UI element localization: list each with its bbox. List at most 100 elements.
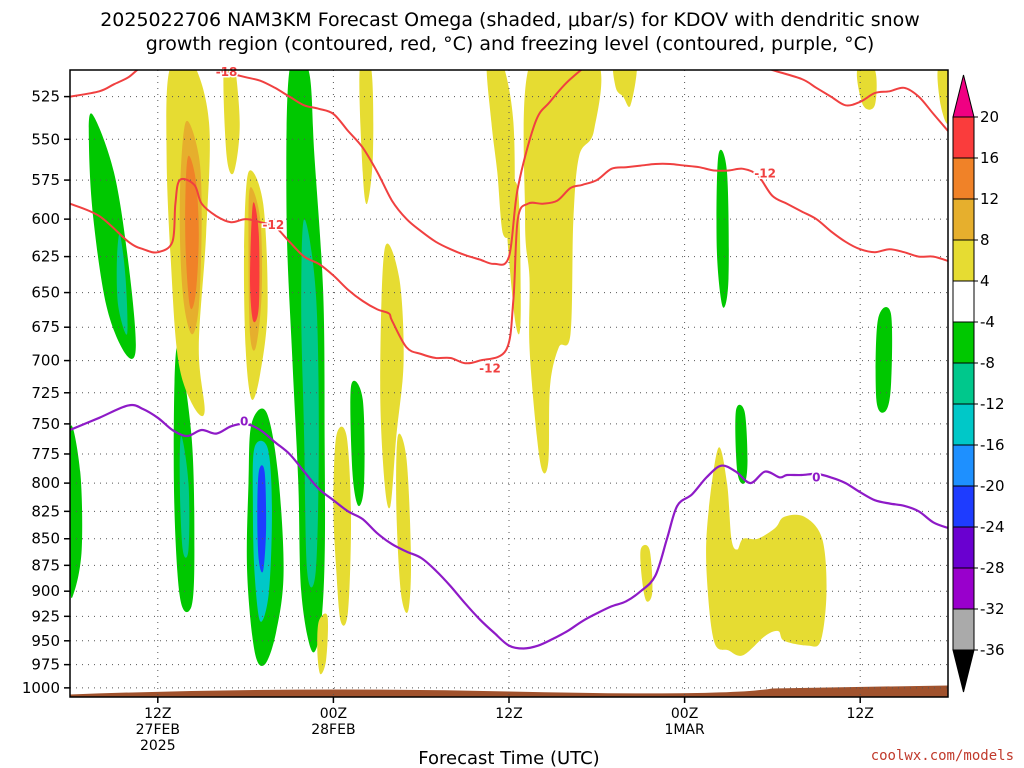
chart-title-line1: 2025022706 NAM3KM Forecast Omega (shaded… [100, 9, 920, 31]
omega-region-20 [359, 70, 374, 205]
colorbar-box-9 [952, 485, 975, 528]
colorbar-box-12 [952, 608, 975, 651]
y-tick-label-1000: 1000 [22, 679, 60, 697]
colorbar-label-10: -24 [980, 518, 1005, 536]
y-tick-label-900: 900 [31, 582, 60, 600]
x-tick-label-54-0: 12Z [846, 706, 873, 722]
credit-text: coolwx.com/models [871, 748, 1014, 764]
omega-region-30 [706, 447, 827, 656]
x-tick-label-6-2: 2025 [140, 738, 176, 754]
y-tick-label-575: 575 [31, 171, 60, 189]
y-tick-label-550: 550 [31, 130, 60, 148]
omega-region-11 [250, 202, 260, 323]
x-tick-label-18-1: 28FEB [311, 722, 355, 738]
colorbar-box-7 [952, 403, 975, 446]
omega-region-17 [333, 426, 352, 626]
colorbar-box-4 [952, 280, 975, 323]
omega-region-1 [116, 234, 128, 335]
x-tick-label-18-0: 00Z [320, 706, 347, 722]
colorbar-label-1: 16 [980, 149, 999, 167]
y-tick-label-725: 725 [31, 384, 60, 402]
y-tick-label-700: 700 [31, 352, 60, 370]
isotherm-label-12b: -12 [479, 361, 501, 375]
colorbar-box-1 [952, 157, 975, 200]
omega-region-27 [640, 544, 653, 602]
colorbar-label-0: 20 [980, 108, 999, 126]
x-tick-label-42-0: 00Z [671, 706, 698, 722]
omega-region-31 [856, 70, 877, 110]
y-tick-label-625: 625 [31, 248, 60, 266]
omega-region-25 [523, 70, 602, 474]
y-tick-label-875: 875 [31, 556, 60, 574]
omega-region-29 [735, 404, 748, 484]
colorbar-box-5 [952, 321, 975, 364]
freezing-level-label-b: 0 [812, 470, 820, 484]
colorbar-label-12: -32 [980, 600, 1005, 618]
isotherm-line-1 [70, 70, 948, 266]
omega-region-22 [396, 433, 412, 613]
omega-region-16 [257, 465, 267, 573]
isotherm-line-0 [70, 162, 948, 365]
contour-labels: -18 -12 -12 -12 0 0 [214, 63, 822, 486]
colorbar-box-0 [952, 116, 975, 159]
y-tick-label-525: 525 [31, 88, 60, 106]
omega-region-18 [317, 613, 329, 675]
colorbar-label-11: -28 [980, 559, 1005, 577]
x-tick-label-30-0: 12Z [495, 706, 522, 722]
y-tick-label-850: 850 [31, 530, 60, 548]
y-tick-label-650: 650 [31, 284, 60, 302]
y-tick-label-950: 950 [31, 632, 60, 650]
freezing-level-label-a: 0 [240, 414, 248, 428]
colorbar-arrow-bottom [952, 649, 975, 693]
colorbar-box-8 [952, 444, 975, 487]
colorbar-label-5: -4 [980, 313, 995, 331]
y-tick-label-750: 750 [31, 415, 60, 433]
omega-region-2 [70, 425, 83, 599]
omega-region-4 [179, 436, 190, 558]
y-tick-label-975: 975 [31, 656, 60, 674]
isotherm-label-12a: -12 [263, 218, 285, 232]
colorbar-box-6 [952, 362, 975, 405]
grid-lines [70, 70, 948, 697]
y-tick-label-600: 600 [31, 210, 60, 228]
colorbar-box-2 [952, 198, 975, 241]
omega-region-19 [350, 380, 365, 507]
isotherm-label-18: -18 [216, 65, 238, 79]
omega-region-8 [223, 70, 240, 175]
colorbar: 20 16 12 8 4 -4 -8 -12 -16 -20 -24 -28 -32 -36 [952, 74, 1005, 693]
y-tick-label-675: 675 [31, 318, 60, 336]
contours [70, 70, 948, 650]
omega-region-33 [875, 307, 893, 413]
y-tick-label-825: 825 [31, 502, 60, 520]
omega-region-28 [716, 149, 729, 308]
y-tick-label-925: 925 [31, 607, 60, 625]
colorbar-label-13: -36 [980, 641, 1005, 659]
x-axis-label: Forecast Time (UTC) [418, 748, 599, 768]
omega-region-32 [937, 70, 948, 124]
colorbar-label-4: 4 [980, 272, 990, 290]
colorbar-label-3: 8 [980, 231, 990, 249]
colorbar-label-6: -8 [980, 354, 995, 372]
y-axis: 525 550 575 600 625 650 675 700 725 750 775 800 825 8… [22, 88, 70, 697]
y-tick-label-800: 800 [31, 474, 60, 492]
x-tick-label-42-1: 1MAR [664, 722, 705, 738]
colorbar-box-10 [952, 526, 975, 569]
terrain [70, 685, 948, 697]
omega-region-13 [301, 219, 319, 588]
y-tick-label-775: 775 [31, 445, 60, 463]
colorbar-label-8: -16 [980, 436, 1005, 454]
freezing-level-line [70, 403, 948, 650]
omega-region-26 [612, 70, 637, 107]
colorbar-label-2: 12 [980, 190, 999, 208]
chart-title-line2: growth region (contoured, red, °C) and f… [146, 33, 875, 55]
colorbar-box-11 [952, 567, 975, 610]
omega-region-7 [185, 155, 199, 310]
colorbar-box-3 [952, 239, 975, 282]
omega-region-21 [380, 243, 404, 509]
colorbar-label-7: -12 [980, 395, 1005, 413]
colorbar-label-9: -20 [980, 477, 1005, 495]
terrain-surface [70, 685, 948, 697]
omega-shading [70, 70, 948, 675]
